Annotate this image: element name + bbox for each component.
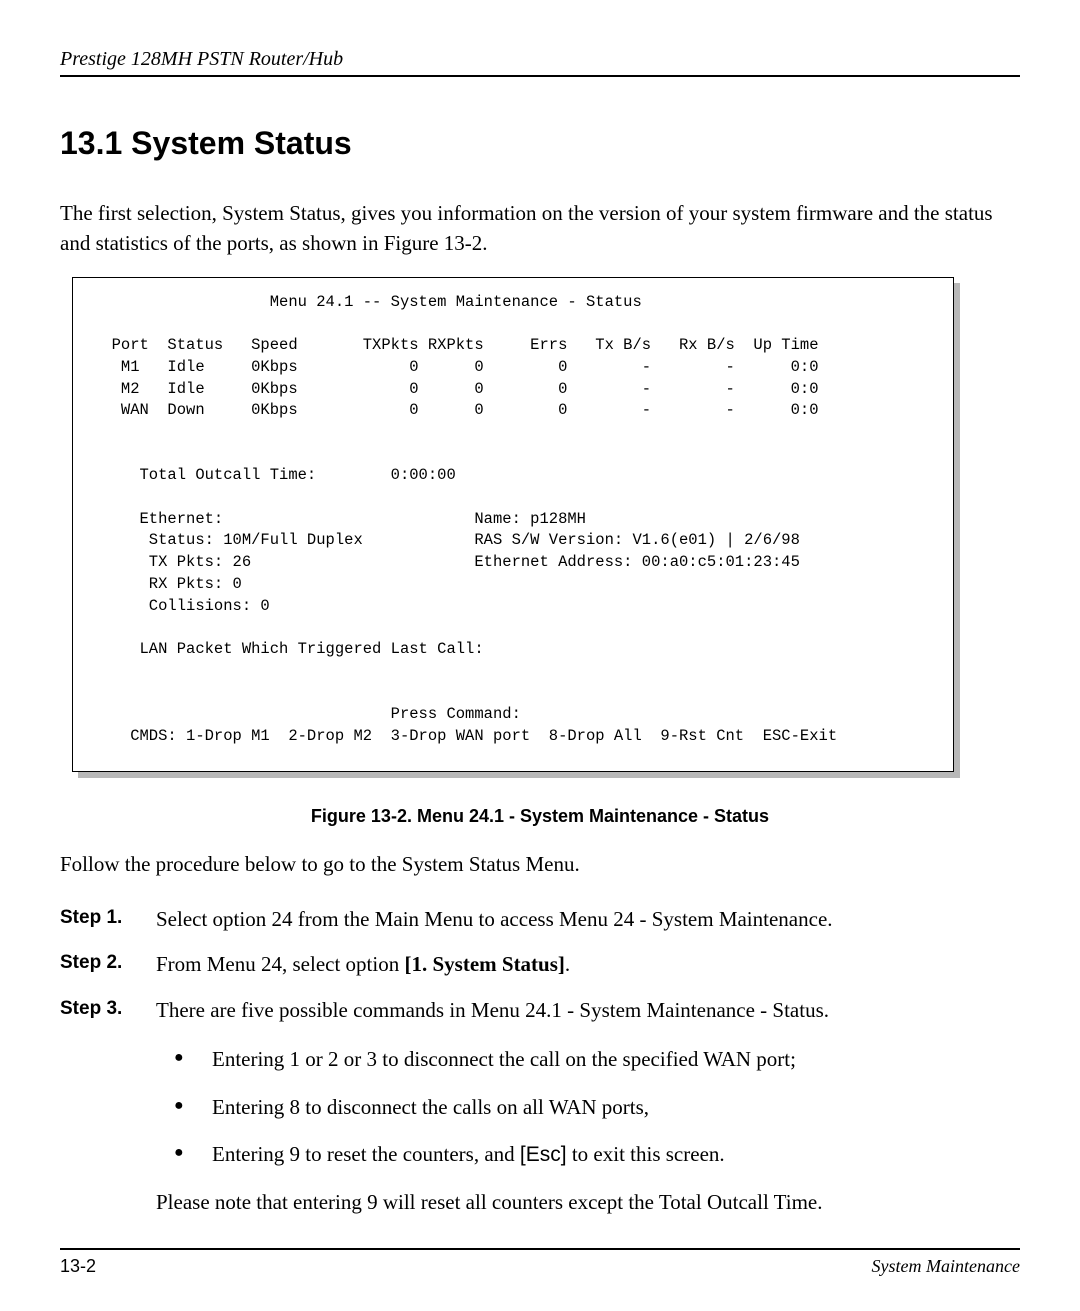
- lead-in-paragraph: Follow the procedure below to go to the …: [60, 849, 1020, 879]
- page: Prestige 128MH PSTN Router/Hub 13.1 Syst…: [0, 0, 1080, 1311]
- note-paragraph: Please note that entering 9 will reset a…: [156, 1187, 1020, 1219]
- running-head: Prestige 128MH PSTN Router/Hub: [60, 48, 1020, 77]
- step-text-suffix: .: [565, 952, 570, 976]
- bullet-item: Entering 8 to disconnect the calls on al…: [156, 1092, 1020, 1124]
- section-title: 13.1 System Status: [60, 125, 1020, 162]
- footer-row: 13-2 System Maintenance: [60, 1256, 1020, 1277]
- step-body: From Menu 24, select option [1. System S…: [156, 949, 1020, 981]
- step-body: Select option 24 from the Main Menu to a…: [156, 904, 1020, 936]
- step-label: Step 3.: [60, 995, 156, 1024]
- bullet-list: Entering 1 or 2 or 3 to disconnect the c…: [156, 1044, 1020, 1171]
- step-text-bold: [1. System Status]: [404, 952, 564, 976]
- steps-list: Step 1. Select option 24 from the Main M…: [60, 904, 1020, 1219]
- step-text-prefix: From Menu 24, select option: [156, 952, 404, 976]
- esc-key: [Esc]: [520, 1143, 567, 1166]
- terminal-figure: Menu 24.1 -- System Maintenance - Status…: [78, 283, 1020, 778]
- step-label: Step 2.: [60, 949, 156, 978]
- terminal-screen: Menu 24.1 -- System Maintenance - Status…: [72, 277, 954, 772]
- step-text: There are five possible commands in Menu…: [156, 998, 829, 1022]
- figure-caption: Figure 13-2. Menu 24.1 - System Maintena…: [60, 806, 1020, 827]
- page-footer: 13-2 System Maintenance: [60, 1248, 1020, 1277]
- terminal-shadow: Menu 24.1 -- System Maintenance - Status…: [78, 283, 960, 778]
- step-1: Step 1. Select option 24 from the Main M…: [60, 904, 1020, 936]
- footer-section-name: System Maintenance: [872, 1256, 1020, 1277]
- footer-page-number: 13-2: [60, 1256, 96, 1277]
- bullet-item: Entering 9 to reset the counters, and [E…: [156, 1139, 1020, 1171]
- footer-rule: [60, 1248, 1020, 1250]
- step-3: Step 3. There are five possible commands…: [60, 995, 1020, 1219]
- intro-paragraph: The first selection, System Status, give…: [60, 198, 1020, 259]
- step-label: Step 1.: [60, 904, 156, 933]
- step-2: Step 2. From Menu 24, select option [1. …: [60, 949, 1020, 981]
- bullet-text-prefix: Entering 9 to reset the counters, and: [212, 1142, 520, 1166]
- step-body: There are five possible commands in Menu…: [156, 995, 1020, 1219]
- bullet-item: Entering 1 or 2 or 3 to disconnect the c…: [156, 1044, 1020, 1076]
- bullet-text-suffix: to exit this screen.: [567, 1142, 725, 1166]
